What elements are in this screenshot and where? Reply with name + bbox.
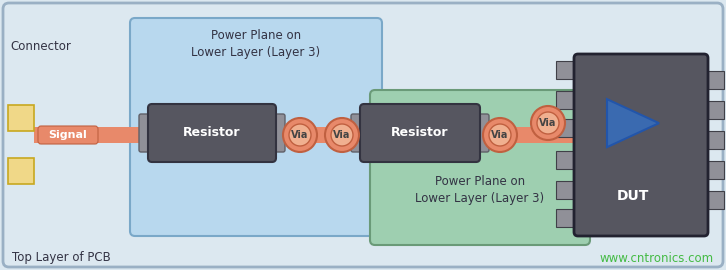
Circle shape <box>489 124 511 146</box>
FancyBboxPatch shape <box>274 114 285 152</box>
FancyBboxPatch shape <box>139 114 150 152</box>
FancyBboxPatch shape <box>148 104 276 162</box>
FancyBboxPatch shape <box>574 54 708 236</box>
Circle shape <box>531 106 565 140</box>
Circle shape <box>331 124 353 146</box>
Text: Power Plane on
Lower Layer (Layer 3): Power Plane on Lower Layer (Layer 3) <box>415 175 544 205</box>
Bar <box>556 151 576 169</box>
Text: Via: Via <box>492 130 509 140</box>
Text: Resistor: Resistor <box>391 127 449 140</box>
Text: Top Layer of PCB: Top Layer of PCB <box>12 251 111 265</box>
FancyBboxPatch shape <box>3 3 723 267</box>
Text: Power Plane on
Lower Layer (Layer 3): Power Plane on Lower Layer (Layer 3) <box>192 29 321 59</box>
FancyBboxPatch shape <box>478 114 489 152</box>
Bar <box>556 119 576 137</box>
FancyBboxPatch shape <box>38 126 98 144</box>
Bar <box>706 191 724 209</box>
Text: Via: Via <box>291 130 309 140</box>
Text: Signal: Signal <box>49 130 87 140</box>
Polygon shape <box>607 99 659 147</box>
Text: Resistor: Resistor <box>183 127 241 140</box>
Text: Via: Via <box>333 130 351 140</box>
Text: Via: Via <box>539 118 557 128</box>
Bar <box>556 209 576 227</box>
FancyBboxPatch shape <box>360 104 480 162</box>
Bar <box>706 71 724 89</box>
Text: www.cntronics.com: www.cntronics.com <box>600 251 714 265</box>
Circle shape <box>325 118 359 152</box>
Bar <box>706 161 724 179</box>
FancyBboxPatch shape <box>370 90 590 245</box>
Circle shape <box>283 118 317 152</box>
Bar <box>34 127 575 143</box>
Bar <box>556 91 576 109</box>
FancyBboxPatch shape <box>351 114 362 152</box>
FancyBboxPatch shape <box>130 18 382 236</box>
Text: Connector: Connector <box>10 39 71 52</box>
Text: DUT: DUT <box>617 189 649 203</box>
Circle shape <box>483 118 517 152</box>
Bar <box>556 61 576 79</box>
Bar <box>706 101 724 119</box>
Bar <box>556 181 576 199</box>
Circle shape <box>537 112 559 134</box>
Bar <box>706 131 724 149</box>
Circle shape <box>289 124 311 146</box>
Bar <box>8 105 34 131</box>
Bar <box>8 158 34 184</box>
